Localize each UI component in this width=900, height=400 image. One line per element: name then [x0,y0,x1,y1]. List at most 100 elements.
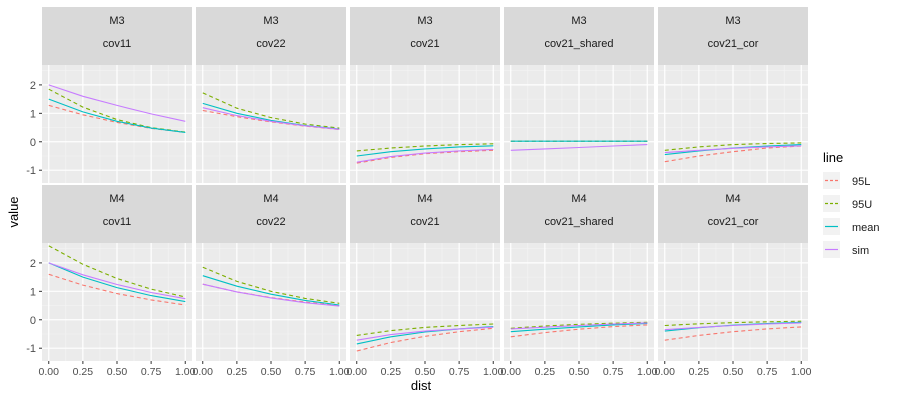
x-tick-label: 1.00 [175,366,196,378]
x-tick-label: 0.75 [141,366,162,378]
legend-label: 95U [852,199,872,211]
series-line-95u [356,323,494,336]
series-line-95u [510,321,648,329]
facet-strip [196,7,346,65]
facet-row-label: M4 [109,193,124,205]
facet-col-label: cov22 [256,38,285,50]
facet-col-label: cov21_cor [708,216,759,228]
series-line-95l [356,149,494,164]
x-tick-label: 0.50 [107,366,128,378]
facet-row-label: M4 [571,193,586,205]
y-tick-label: 0 [30,315,36,327]
x-tick-label: 0.25 [73,366,94,378]
series-line-mean [510,322,648,333]
legend-label: 95L [852,176,870,188]
series-line-sim [510,322,648,330]
x-tick-label: 0.50 [415,366,436,378]
facet-panel-m3-cov22: M3 cov22 [196,7,346,183]
facet-panel-m4-cov21: M4 cov21 0.00 0.25 0.50 0.75 1.00 [347,185,504,378]
y-tick-label: -1 [26,165,36,177]
series-line-95u [356,143,494,152]
y-axis-label: value [6,196,21,227]
facet-row-label: M3 [725,15,740,27]
series-line-sim [202,107,340,130]
legend-item-95u: 95U [823,195,872,212]
facet-row-label: M3 [571,15,586,27]
series-line-95u [664,142,802,151]
series-line-95u [202,92,340,129]
facet-strip [42,185,192,243]
x-tick-label: 0.50 [569,366,590,378]
facet-col-label: cov21_cor [708,38,759,50]
legend-label: sim [852,245,869,257]
x-tick-label: 0.00 [39,366,60,378]
facet-strip [196,185,346,243]
facet-col-label: cov21 [410,38,439,50]
facet-strip [504,185,654,243]
x-tick-label: 1.00 [329,366,350,378]
series-line-95l [664,326,802,341]
y-tick-label: 1 [30,108,36,120]
series-line-mean [48,262,186,303]
x-tick-label: 0.00 [655,366,676,378]
facet-strip [658,7,808,65]
series-line-95l [48,273,186,306]
series-line-95l [510,324,648,338]
x-tick-label: 0.75 [449,366,470,378]
x-tick-label: 0.75 [603,366,624,378]
series-line-sim [356,326,494,341]
x-tick-label: 0.75 [757,366,778,378]
facet-panel-m3-cov21-cor: M3 cov21_cor [658,7,808,183]
facet-panel-m3-cov21-shared: M3 cov21_shared [504,7,654,183]
facet-row-label: M4 [263,193,278,205]
legend-item-mean: mean [823,218,880,235]
facet-col-label: cov21 [410,216,439,228]
series-line-95l [48,104,186,133]
x-tick-label: 0.50 [723,366,744,378]
series-line-sim [356,148,494,163]
series-line-sim [664,145,802,154]
legend-title: line [823,150,843,165]
legend: line 95L 95U mean sim [823,150,880,258]
series-line-95l [356,327,494,352]
x-tick-label: 1.00 [791,366,812,378]
y-tick-label: -1 [26,343,36,355]
legend-item-sim: sim [823,241,869,258]
facet-strip [350,185,500,243]
x-tick-label: 0.25 [381,366,402,378]
x-tick-label: 0.25 [689,366,710,378]
facet-panel-m4-cov21-shared: M4 cov21_shared 0.00 0.25 0.50 0.75 1.00 [501,185,658,378]
series-line-sim [48,84,186,122]
x-axis-label: dist [411,378,432,393]
facet-strip [658,185,808,243]
facet-row-label: M4 [417,193,432,205]
legend-label: mean [852,222,880,234]
y-tick-label: 2 [30,258,36,270]
facet-col-label: cov11 [103,38,132,50]
series-line-95u [202,266,340,304]
series-line-mean [48,98,186,133]
x-tick-label: 0.00 [347,366,368,378]
x-tick-label: 0.75 [295,366,316,378]
series-line-sim [202,283,340,307]
series-line-95l [664,145,802,163]
x-tick-label: 0.50 [261,366,282,378]
facet-col-label: cov21_shared [544,38,613,50]
x-tick-label: 0.00 [501,366,522,378]
facet-row-label: M4 [725,193,740,205]
facet-grid: M3 cov11 -1 0 1 2 M3 cov22 M3 cov21 M3 cov21_shared… [26,7,812,378]
facet-row-label: M3 [417,15,432,27]
x-tick-label: 1.00 [637,366,658,378]
series-line-sim [48,262,186,300]
facet-strip [504,7,654,65]
x-tick-label: 0.00 [193,366,214,378]
facet-panel-m4-cov21-cor: M4 cov21_cor 0.00 0.25 0.50 0.75 1.00 [655,185,812,378]
series-line-mean [356,145,494,157]
facet-panel-m3-cov11: M3 cov11 -1 0 1 2 [26,7,192,183]
facet-col-label: cov22 [256,216,285,228]
facet-row-label: M3 [263,15,278,27]
series-line-95u [664,320,802,327]
y-tick-label: 1 [30,286,36,298]
y-tick-label: 2 [30,80,36,92]
